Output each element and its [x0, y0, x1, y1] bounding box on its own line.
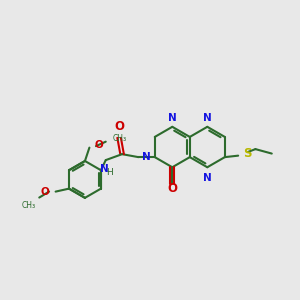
Text: N: N	[142, 152, 150, 162]
Text: O: O	[40, 187, 49, 196]
Text: N: N	[203, 113, 212, 123]
Text: O: O	[114, 120, 124, 133]
Text: CH₃: CH₃	[112, 134, 126, 143]
Text: O: O	[95, 140, 103, 150]
Text: N: N	[100, 164, 109, 174]
Text: O: O	[167, 182, 177, 195]
Text: S: S	[244, 147, 252, 160]
Text: H: H	[106, 167, 113, 176]
Text: N: N	[168, 113, 177, 123]
Text: N: N	[203, 172, 212, 183]
Text: CH₃: CH₃	[22, 201, 36, 210]
